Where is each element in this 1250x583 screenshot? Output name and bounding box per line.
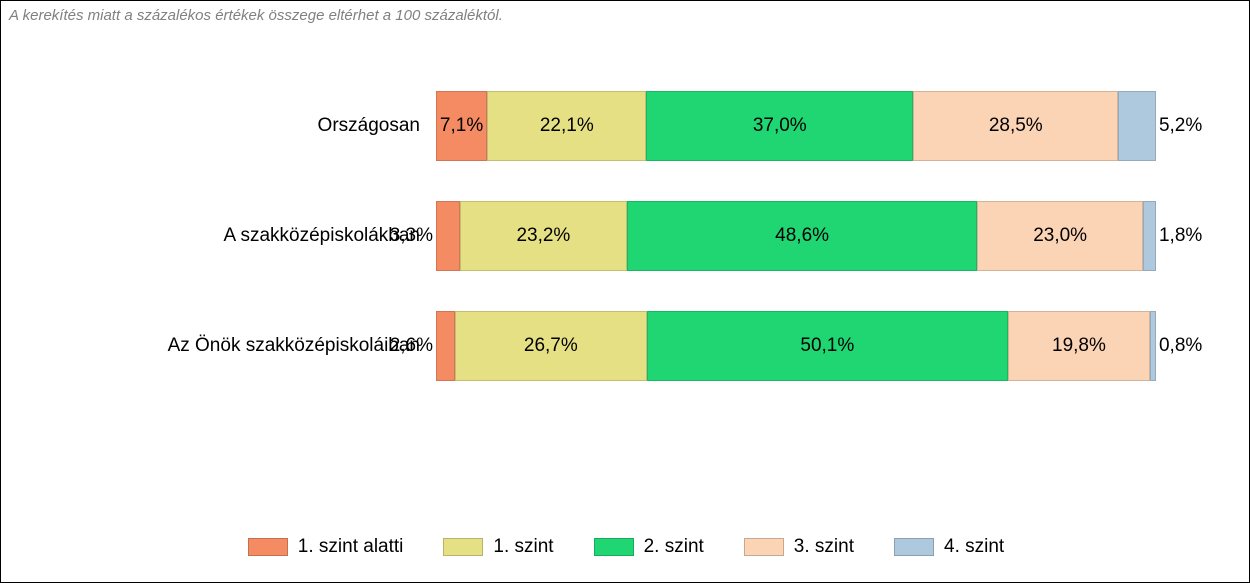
legend-item: 4. szint (894, 536, 1004, 558)
legend-item: 1. szint alatti (248, 536, 404, 558)
segment-value: 48,6% (775, 225, 829, 247)
legend-swatch (594, 538, 634, 556)
category-label: Országosan (1, 115, 436, 137)
bar: 2,6% 26,7% 50,1% 19,8% 0,8% (436, 311, 1156, 381)
bar-row: Országosan7,1% 22,1% 37,0% 28,5% 5,2% (1, 91, 1250, 161)
chart-container: A kerekítés miatt a százalékos értékek ö… (0, 0, 1250, 583)
legend-label: 3. szint (794, 536, 854, 558)
segment-value: 22,1% (540, 115, 594, 137)
bar-segment: 50,1% (647, 311, 1008, 381)
bar: 7,1% 22,1% 37,0% 28,5% 5,2% (436, 91, 1156, 161)
legend-swatch (443, 538, 483, 556)
bar-segment: 23,2% (460, 201, 627, 271)
bar-segment: 3,3% (436, 201, 460, 271)
segment-value: 3,3% (390, 225, 433, 247)
bar-row: Az Önök szakközépiskoláiban2,6% 26,7% 50,1… (1, 311, 1250, 381)
bar-segment: 37,0% (646, 91, 913, 161)
bar-segment: 0,8% (1150, 311, 1156, 381)
segment-value: 19,8% (1052, 335, 1106, 357)
segment-value: 26,7% (524, 335, 578, 357)
bar-segment: 1,8% (1143, 201, 1156, 271)
category-label: A szakközépiskolákban (1, 225, 436, 247)
bar-segment: 2,6% (436, 311, 455, 381)
bar-segment: 28,5% (913, 91, 1118, 161)
bar-segment: 23,0% (977, 201, 1143, 271)
bar-segment: 22,1% (487, 91, 646, 161)
segment-value: 2,6% (390, 335, 433, 357)
legend-swatch (894, 538, 934, 556)
legend-swatch (744, 538, 784, 556)
bar-segment: 7,1% (436, 91, 487, 161)
legend-swatch (248, 538, 288, 556)
bar: 3,3% 23,2% 48,6% 23,0% 1,8% (436, 201, 1156, 271)
legend-label: 1. szint alatti (298, 536, 404, 558)
segment-value: 5,2% (1159, 115, 1202, 137)
bar-row: A szakközépiskolákban3,3% 23,2% 48,6% 23,0%… (1, 201, 1250, 271)
segment-value: 37,0% (753, 115, 807, 137)
segment-value: 7,1% (440, 115, 483, 137)
legend: 1. szint alatti 1. szint 2. szint 3. szint 4… (1, 536, 1250, 558)
bar-segment: 48,6% (627, 201, 977, 271)
bar-segment: 19,8% (1008, 311, 1151, 381)
rounding-note: A kerekítés miatt a százalékos értékek ö… (9, 7, 503, 24)
bar-segment: 26,7% (455, 311, 647, 381)
legend-label: 2. szint (644, 536, 704, 558)
segment-value: 23,2% (516, 225, 570, 247)
segment-value: 28,5% (989, 115, 1043, 137)
category-label: Az Önök szakközépiskoláiban (1, 335, 436, 357)
segment-value: 50,1% (800, 335, 854, 357)
legend-label: 4. szint (944, 536, 1004, 558)
legend-label: 1. szint (493, 536, 553, 558)
bar-segment: 5,2% (1118, 91, 1155, 161)
segment-value: 0,8% (1159, 335, 1202, 357)
legend-item: 2. szint (594, 536, 704, 558)
plot-area: Országosan7,1% 22,1% 37,0% 28,5% 5,2% A szakk… (1, 91, 1250, 461)
legend-item: 1. szint (443, 536, 553, 558)
segment-value: 1,8% (1159, 225, 1202, 247)
segment-value: 23,0% (1033, 225, 1087, 247)
legend-item: 3. szint (744, 536, 854, 558)
